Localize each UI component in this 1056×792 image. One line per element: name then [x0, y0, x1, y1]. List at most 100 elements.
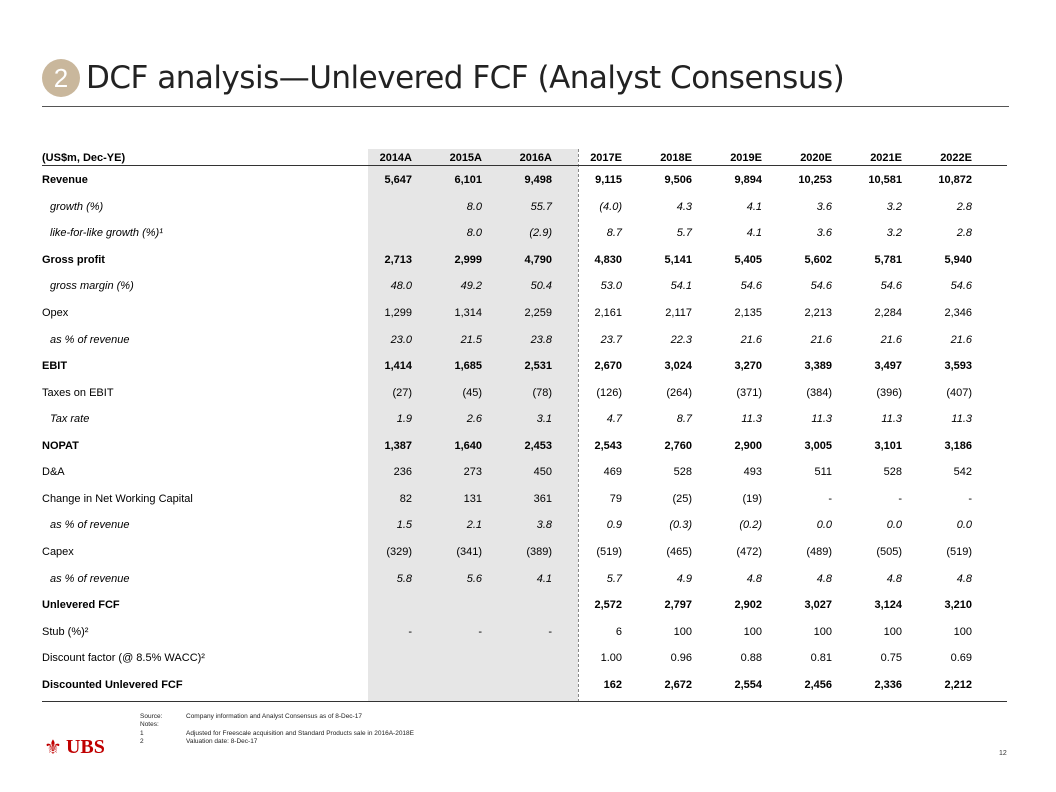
- table-cell: 2,453: [524, 439, 552, 452]
- table-cell: 4.1: [746, 200, 762, 213]
- table-row: like-for-like growth (%)¹ 8.0 (2.9) 8.7 5.7 4…: [42, 220, 1007, 247]
- table-cell: 100: [883, 625, 902, 638]
- table-cell: 2.6: [466, 413, 482, 426]
- table-cell: 4.1: [536, 572, 552, 585]
- table-cell: 3.2: [886, 227, 902, 240]
- unit-label: (US$m, Dec-YE): [42, 152, 126, 164]
- row-label: like-for-like growth (%)¹: [50, 227, 163, 240]
- table-cell: 6,101: [454, 174, 482, 187]
- row-label: Taxes on EBIT: [42, 386, 114, 399]
- table-cell: 4.1: [746, 227, 762, 240]
- table-cell: (0.2): [739, 519, 762, 532]
- table-cell: 2,135: [734, 307, 762, 320]
- table-row: gross margin (%) 48.0 49.2 50.4 53.0 54.1 54.6…: [42, 273, 1007, 300]
- table-cell: 2,760: [664, 439, 692, 452]
- table-cell: (465): [666, 545, 692, 558]
- table-cell: 5,647: [384, 174, 412, 187]
- table-cell: 23.8: [530, 333, 552, 346]
- table-cell: -: [828, 492, 832, 505]
- table-cell: 5,940: [944, 253, 972, 266]
- column-header: 2019E: [730, 152, 762, 164]
- page-number: 12: [999, 750, 1007, 757]
- row-label: Discount factor (@ 8.5% WACC)²: [42, 652, 205, 665]
- table-cell: 21.5: [460, 333, 482, 346]
- table-row: Discount factor (@ 8.5% WACC)² 1.00 0.96 0.…: [42, 645, 1007, 672]
- table-cell: 2,572: [594, 599, 622, 612]
- footnote-row: 1 Adjusted for Freescale acquisition and …: [140, 729, 415, 737]
- table-row: D&A 236 273 450 469 528 493 511 528 542: [42, 459, 1007, 486]
- table-cell: 131: [463, 492, 482, 505]
- table-row: Taxes on EBIT (27) (45) (78) (126) (264) (371)…: [42, 379, 1007, 406]
- table-cell: (2.9): [529, 227, 552, 240]
- table-cell: (519): [946, 545, 972, 558]
- table-cell: 528: [883, 466, 902, 479]
- table-cell: (384): [806, 386, 832, 399]
- table-cell: 1.9: [396, 413, 412, 426]
- table-cell: -: [968, 492, 972, 505]
- footnote-row: Notes:: [140, 721, 159, 729]
- table-cell: 1,414: [384, 360, 412, 373]
- table-cell: (45): [462, 386, 482, 399]
- table-cell: 3,005: [804, 439, 832, 452]
- table-cell: (519): [596, 545, 622, 558]
- table-cell: 5.7: [606, 572, 622, 585]
- table-cell: 3.6: [816, 227, 832, 240]
- table-cell: 21.6: [740, 333, 762, 346]
- table-cell: 21.6: [880, 333, 902, 346]
- column-header: 2014A: [379, 152, 412, 164]
- table-cell: 5.8: [396, 572, 412, 585]
- table-cell: 450: [533, 466, 552, 479]
- row-label: Change in Net Working Capital: [42, 492, 193, 505]
- table-cell: 2.1: [466, 519, 482, 532]
- table-cell: 2,346: [944, 307, 972, 320]
- table-cell: 3.6: [816, 200, 832, 213]
- table-row: Tax rate 1.9 2.6 3.1 4.7 8.7 11.3 11.3 11.3 11.3: [42, 406, 1007, 433]
- table-cell: 2,212: [944, 678, 972, 691]
- table-row: as % of revenue 5.8 5.6 4.1 5.7 4.9 4.8 4.8 4.8 4…: [42, 565, 1007, 592]
- table-cell: 2,161: [594, 307, 622, 320]
- table-cell: 4.9: [676, 572, 692, 585]
- table-cell: 5.7: [676, 227, 692, 240]
- table-cell: 469: [603, 466, 622, 479]
- table-cell: (4.0): [599, 200, 622, 213]
- table-row: Opex 1,299 1,314 2,259 2,161 2,117 2,135 2,213 2…: [42, 300, 1007, 327]
- ubs-logo: ⚜ UBS: [44, 736, 105, 759]
- table-cell: 1,299: [384, 307, 412, 320]
- table-cell: 82: [399, 492, 412, 505]
- table-cell: 100: [813, 625, 832, 638]
- table-cell: 21.6: [950, 333, 972, 346]
- table-cell: 5,405: [734, 253, 762, 266]
- table-cell: 1.00: [600, 652, 622, 665]
- table-cell: 9,506: [664, 174, 692, 187]
- table-cell: 2,713: [384, 253, 412, 266]
- table-cell: 8.7: [676, 413, 692, 426]
- table-cell: 54.6: [740, 280, 762, 293]
- table-cell: 2,284: [874, 307, 902, 320]
- row-label: Unlevered FCF: [42, 599, 120, 612]
- table-row: as % of revenue 1.5 2.1 3.8 0.9 (0.3) (0.2) 0.0…: [42, 512, 1007, 539]
- table-cell: 53.0: [600, 280, 622, 293]
- table-cell: 54.6: [880, 280, 902, 293]
- table-cell: 4,790: [524, 253, 552, 266]
- section-number-badge: 2: [42, 59, 80, 97]
- table-cell: 5,602: [804, 253, 832, 266]
- title-divider: [42, 106, 1009, 107]
- row-label: NOPAT: [42, 439, 79, 452]
- row-label: gross margin (%): [50, 280, 134, 293]
- table-cell: 4.8: [886, 572, 902, 585]
- table-cell: 100: [673, 625, 692, 638]
- table-cell: 9,498: [524, 174, 552, 187]
- table-cell: 3,024: [664, 360, 692, 373]
- table-cell: 2,259: [524, 307, 552, 320]
- table-row: NOPAT 1,387 1,640 2,453 2,543 2,760 2,900 3,005…: [42, 433, 1007, 460]
- table-cell: 4.3: [676, 200, 692, 213]
- table-cell: 11.3: [881, 413, 902, 426]
- column-header: 2020E: [800, 152, 832, 164]
- table-cell: 2,797: [664, 599, 692, 612]
- table-cell: (0.3): [669, 519, 692, 532]
- row-label: Opex: [42, 307, 69, 320]
- table-cell: 3,210: [944, 599, 972, 612]
- table-cell: 100: [953, 625, 972, 638]
- table-cell: 9,115: [595, 174, 622, 187]
- table-cell: 9,894: [734, 174, 762, 187]
